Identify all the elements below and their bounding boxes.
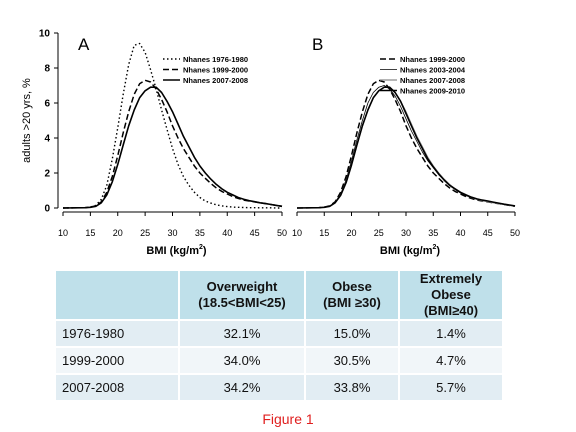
table-header-empty bbox=[56, 271, 180, 320]
series-line-nhanes-1999-2000 bbox=[296, 79, 516, 209]
header-line2: (18.5<BMI<25) bbox=[198, 295, 286, 310]
chart-panel-b: 10 15 20 25 30 35 40 45 50 BMI (kg/m2) B Nhanes 199… bbox=[292, 35, 520, 257]
series-line-nhanes-1976-1980 bbox=[62, 42, 282, 209]
x-tick-label: 35 bbox=[195, 228, 205, 238]
panel-label: A bbox=[78, 35, 90, 54]
legend-entry: Nhanes 2003-2004 bbox=[400, 66, 466, 75]
x-tick-label: 40 bbox=[455, 228, 465, 238]
series-line-nhanes-2007-2008 bbox=[62, 86, 283, 209]
legend-entry: Nhanes 1999-2000 bbox=[183, 66, 248, 75]
legend-entry: Nhanes 2007-2008 bbox=[183, 76, 248, 85]
cell-extremely-obese: 5.7% bbox=[399, 373, 502, 400]
cell-overweight: 34.0% bbox=[179, 346, 306, 374]
table-row: 1976-1980 32.1% 15.0% 1.4% bbox=[56, 319, 502, 347]
x-tick-label: 10 bbox=[292, 228, 302, 238]
x-tick-label: 30 bbox=[167, 228, 177, 238]
legend-entry: Nhanes 2009-2010 bbox=[400, 87, 465, 96]
cell-extremely-obese: 1.4% bbox=[399, 319, 502, 347]
header-line2: (BMI≥40) bbox=[423, 303, 479, 318]
header-line1: Overweight bbox=[206, 279, 278, 294]
legend-entry: Nhanes 1976-1980 bbox=[183, 55, 248, 64]
row-label: 2007-2008 bbox=[56, 373, 180, 400]
y-tick-label: 10 bbox=[39, 29, 51, 40]
table-header-extremely-obese: Extremely Obese (BMI≥40) bbox=[399, 271, 502, 320]
series-line-nhanes-1999-2000 bbox=[62, 79, 283, 209]
x-tick-label: 50 bbox=[277, 228, 287, 238]
x-tick-label: 50 bbox=[510, 228, 520, 238]
legend-entry: Nhanes 1999-2000 bbox=[400, 55, 465, 64]
row-label: 1999-2000 bbox=[56, 346, 180, 374]
x-tick-label: 45 bbox=[250, 228, 260, 238]
cell-obese: 30.5% bbox=[305, 346, 400, 374]
legend-entry: Nhanes 2007-2008 bbox=[400, 76, 465, 85]
cell-obese: 15.0% bbox=[305, 319, 400, 347]
x-tick-label: 45 bbox=[483, 228, 493, 238]
series-line-nhanes-2007-2008 bbox=[296, 86, 516, 209]
header-line1: Obese bbox=[332, 279, 372, 294]
y-tick-label: 2 bbox=[44, 169, 50, 180]
table-header-overweight: Overweight (18.5<BMI<25) bbox=[179, 271, 306, 320]
table-header-row: Overweight (18.5<BMI<25) Obese (BMI ≥30)… bbox=[56, 271, 502, 320]
row-label: 1976-1980 bbox=[56, 319, 180, 347]
figure-charts: 10 15 20 25 30 35 40 45 50 0 2 4 6 8 10 adults >20 yrs,… bbox=[21, 29, 520, 258]
y-tick-label: 6 bbox=[44, 99, 50, 110]
x-tick-label: 10 bbox=[58, 228, 68, 238]
y-tick-label: 4 bbox=[44, 134, 50, 145]
x-tick-label: 25 bbox=[374, 228, 384, 238]
figure-caption: Figure 1 bbox=[262, 411, 314, 427]
x-tick-label: 20 bbox=[346, 228, 356, 238]
x-axis-label: BMI (kg/m2) bbox=[146, 244, 206, 257]
x-axis-label: BMI (kg/m2) bbox=[380, 244, 440, 257]
table-header-obese: Obese (BMI ≥30) bbox=[305, 271, 400, 320]
table-row: 2007-2008 34.2% 33.8% 5.7% bbox=[56, 373, 502, 400]
chart-panel-a: 10 15 20 25 30 35 40 45 50 0 2 4 6 8 10 adults >20 yrs,… bbox=[21, 29, 287, 258]
panel-label: B bbox=[312, 35, 323, 54]
cell-overweight: 34.2% bbox=[179, 373, 306, 400]
x-tick-label: 30 bbox=[401, 228, 411, 238]
bmi-table: Overweight (18.5<BMI<25) Obese (BMI ≥30)… bbox=[56, 271, 502, 400]
cell-obese: 33.8% bbox=[305, 373, 400, 400]
x-tick-label: 40 bbox=[222, 228, 232, 238]
y-axis-label: adults >20 yrs, % bbox=[21, 78, 33, 163]
y-tick-label: 0 bbox=[44, 204, 50, 215]
header-line1: Extremely Obese bbox=[419, 271, 483, 302]
series-line-nhanes-2009-2010 bbox=[296, 86, 516, 209]
cell-extremely-obese: 4.7% bbox=[399, 346, 502, 374]
x-tick-label: 20 bbox=[113, 228, 123, 238]
header-line2: (BMI ≥30) bbox=[323, 295, 381, 310]
x-tick-label: 15 bbox=[85, 228, 95, 238]
x-tick-label: 35 bbox=[428, 228, 438, 238]
table-row: 1999-2000 34.0% 30.5% 4.7% bbox=[56, 346, 502, 374]
cell-overweight: 32.1% bbox=[179, 319, 306, 347]
x-tick-label: 25 bbox=[140, 228, 150, 238]
x-tick-label: 15 bbox=[319, 228, 329, 238]
y-tick-label: 8 bbox=[44, 64, 50, 75]
series-line-nhanes-2003-2004 bbox=[296, 85, 516, 209]
